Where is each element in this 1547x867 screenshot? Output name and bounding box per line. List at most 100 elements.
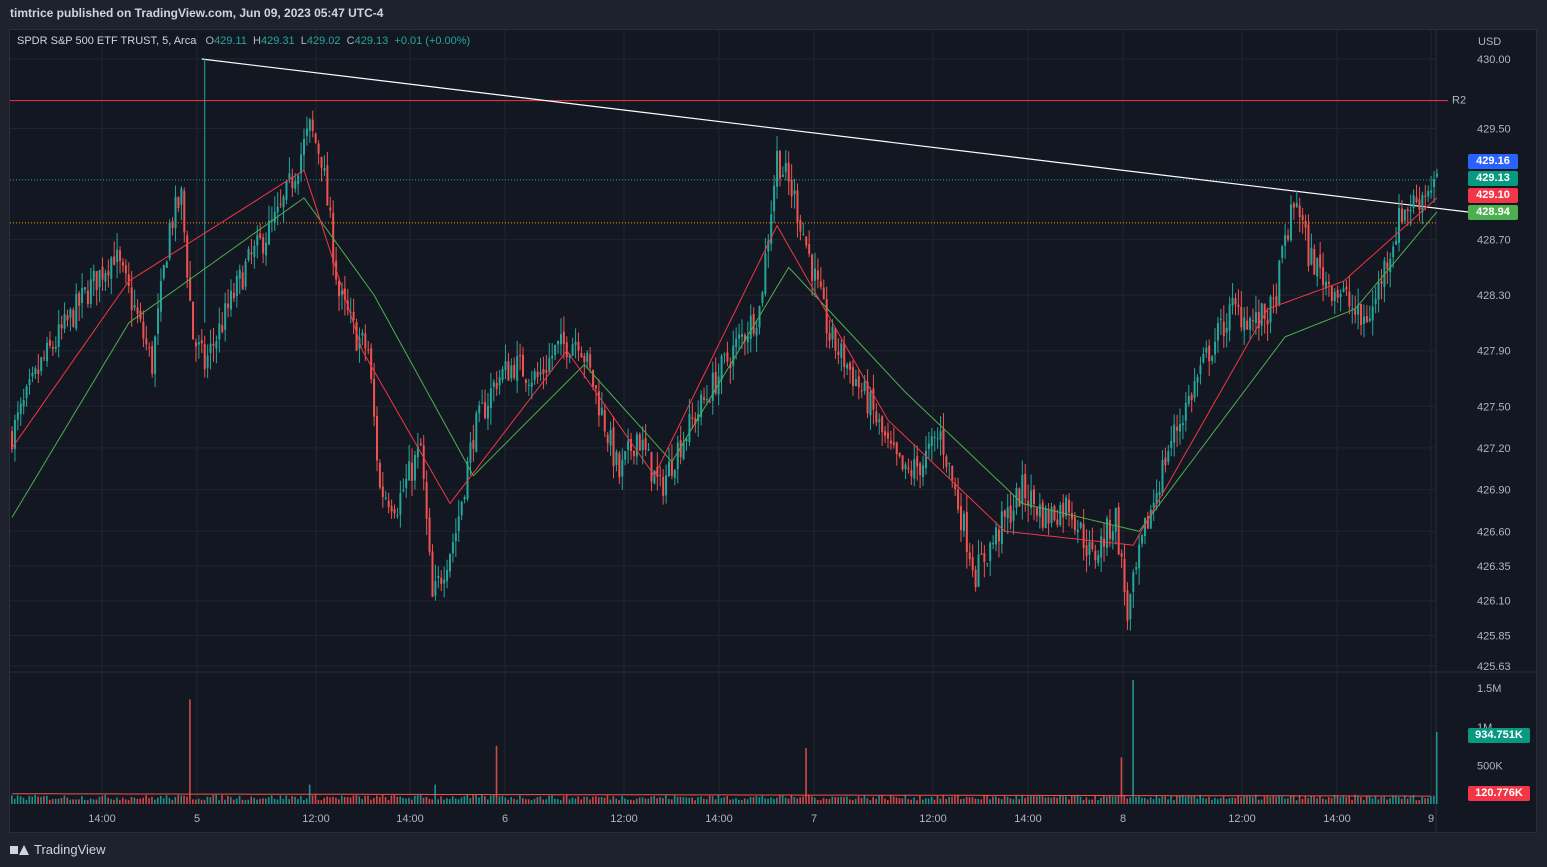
volume-bar — [1421, 797, 1423, 804]
tradingview-footer[interactable]: TradingView — [10, 842, 106, 857]
candle-body — [265, 242, 268, 256]
volume-bar — [1117, 795, 1120, 804]
volume-bar — [294, 796, 296, 804]
volume-bar — [361, 799, 363, 804]
candle-body — [971, 557, 974, 571]
volume-bar — [1292, 795, 1295, 804]
candle-body — [1246, 320, 1249, 330]
volume-bar — [536, 797, 539, 804]
candle-body — [1065, 497, 1068, 516]
candle-body — [200, 340, 203, 344]
volume-bar — [1114, 796, 1117, 804]
candle-body — [729, 364, 732, 369]
volume-bar — [145, 795, 147, 804]
volume-bar — [641, 797, 644, 804]
candle-body — [557, 341, 560, 345]
volume-bar — [1170, 795, 1172, 804]
volume-bar — [828, 798, 831, 804]
volume-bar — [621, 796, 623, 804]
volume-bar — [577, 796, 580, 804]
volume-bar — [60, 797, 63, 804]
volume-bar — [682, 797, 685, 804]
volume-bar — [335, 797, 337, 804]
volume-bar — [475, 794, 477, 804]
volume-bar — [387, 800, 390, 804]
volume-bar — [618, 800, 620, 804]
volume-bar — [559, 800, 562, 804]
volume-bar — [267, 797, 270, 804]
candle-body — [735, 338, 738, 347]
candle-body — [478, 405, 481, 414]
volume-bar — [1009, 798, 1012, 804]
volume-bar — [694, 800, 696, 804]
candle-body — [875, 411, 878, 423]
volume-bar — [1400, 798, 1403, 804]
candle-body — [577, 342, 580, 351]
candle-body — [1173, 424, 1176, 443]
volume-bar — [320, 800, 323, 804]
volume-bar — [54, 798, 57, 804]
candle-body — [481, 402, 484, 404]
volume-bar — [1214, 797, 1216, 804]
candle-body — [863, 381, 866, 392]
candle-body — [1412, 195, 1415, 208]
candle-body — [1126, 590, 1129, 621]
candle-body — [600, 407, 603, 415]
volume-bar — [1176, 795, 1178, 804]
candle-body — [259, 233, 262, 239]
candle-body — [454, 533, 457, 542]
volume-bar — [1257, 799, 1260, 804]
candle-body — [1225, 327, 1228, 333]
volume-bar — [376, 795, 378, 804]
candle-body — [148, 347, 151, 349]
volume-bar — [609, 799, 612, 804]
candle-body — [866, 381, 869, 414]
candle-body — [738, 334, 741, 339]
volume-bar — [1339, 797, 1342, 804]
volume-bar — [443, 799, 445, 804]
volume-bar — [1190, 796, 1193, 804]
volume-bar — [1179, 795, 1181, 804]
volume-bar — [124, 799, 127, 804]
candle-body — [425, 482, 428, 519]
candle-body — [1068, 499, 1071, 513]
volume-bar — [133, 797, 136, 804]
volume-bar — [717, 794, 720, 804]
candle-body — [1386, 262, 1389, 269]
candle-body — [189, 277, 192, 301]
candle-body — [1193, 381, 1196, 399]
volume-bar — [808, 794, 810, 804]
candle-body — [1009, 505, 1012, 523]
time-tick-label: 9 — [1428, 813, 1434, 825]
price-tick-label: 428.70 — [1477, 235, 1511, 247]
candle-body — [1345, 286, 1348, 290]
close-value: 429.13 — [354, 35, 389, 47]
candle-body — [1202, 353, 1205, 363]
volume-bar — [130, 797, 133, 804]
volume-bar — [916, 800, 918, 804]
price-tick-label: 426.35 — [1477, 561, 1511, 573]
volume-bar — [1216, 799, 1219, 804]
candle-body — [1348, 291, 1351, 307]
volume-bar — [971, 797, 974, 804]
candle-body — [72, 309, 75, 327]
candle-body — [31, 372, 34, 377]
volume-bar — [705, 799, 708, 804]
candle-body — [370, 348, 373, 380]
candle-body — [609, 430, 612, 446]
volume-bar — [37, 796, 39, 804]
candle-body — [1301, 215, 1304, 221]
volume-bar — [586, 796, 588, 804]
volume-bar — [1398, 797, 1400, 804]
candle-body — [1322, 267, 1325, 286]
candle-body — [1400, 208, 1403, 223]
volume-bar — [802, 796, 804, 804]
volume-bar — [767, 798, 769, 804]
candle-body — [1421, 194, 1424, 213]
volume-bar — [428, 798, 431, 804]
volume-bar — [962, 798, 965, 804]
volume-bar — [1313, 796, 1315, 804]
candle-body — [413, 454, 416, 481]
candle-body — [157, 308, 159, 334]
